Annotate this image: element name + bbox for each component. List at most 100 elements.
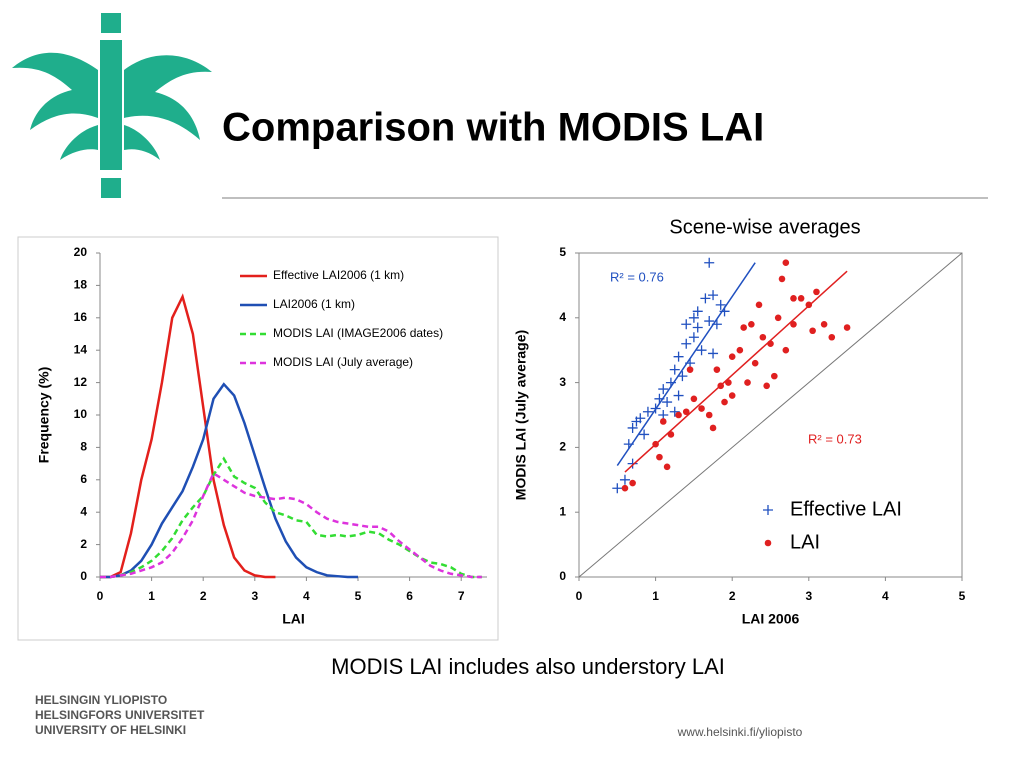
- point: [715, 299, 726, 310]
- point: [627, 422, 638, 433]
- one-to-one-line: [578, 252, 963, 578]
- point: [736, 346, 744, 354]
- legend-marker: [763, 505, 773, 515]
- point: [755, 301, 763, 309]
- y-tick-label: 1: [559, 504, 566, 518]
- y-tick-label: 18: [74, 278, 88, 292]
- y-tick-label: 12: [74, 375, 88, 389]
- point: [797, 295, 805, 302]
- point: [642, 406, 653, 417]
- point: [688, 332, 699, 343]
- y-tick-label: 0: [559, 569, 566, 583]
- point: [662, 397, 673, 408]
- point: [612, 483, 623, 494]
- plot-frame: [578, 252, 963, 578]
- legend-label: LAI: [790, 531, 820, 553]
- point: [704, 257, 715, 268]
- point: [751, 359, 759, 367]
- point: [681, 338, 692, 349]
- y-tick-label: 2: [559, 440, 566, 454]
- x-tick-label: 4: [882, 589, 889, 603]
- point: [673, 390, 684, 401]
- legend-label: LAI2006 (1 km): [273, 297, 355, 311]
- x-tick-label: 7: [458, 589, 465, 603]
- x-tick-label: 1: [148, 589, 155, 603]
- trend-line: [616, 262, 756, 466]
- point: [778, 275, 786, 283]
- x-axis-title: LAI: [282, 611, 305, 627]
- point: [713, 366, 721, 373]
- caption: MODIS LAI includes also understory LAI: [331, 654, 725, 679]
- y-tick-label: 2: [80, 537, 87, 551]
- y-tick-label: 8: [80, 440, 87, 454]
- x-tick-label: 1: [652, 589, 659, 603]
- point: [621, 484, 629, 492]
- point: [721, 398, 728, 406]
- x-tick-label: 4: [303, 589, 310, 603]
- y-tick-label: 16: [74, 310, 88, 324]
- point: [843, 324, 851, 331]
- chart-frame: [17, 236, 499, 641]
- point: [681, 319, 692, 330]
- series-line: [100, 471, 482, 579]
- y-tick-label: 5: [559, 245, 566, 259]
- y-tick-label: 6: [80, 472, 87, 486]
- legend-label: MODIS LAI (July average): [273, 355, 413, 369]
- y-tick-label: 0: [80, 569, 87, 583]
- point: [686, 366, 694, 373]
- x-tick-label: 2: [729, 589, 736, 603]
- y-tick-label: 20: [74, 245, 88, 259]
- point: [688, 312, 699, 323]
- point: [790, 295, 797, 302]
- point: [692, 306, 703, 317]
- x-tick-label: 5: [355, 589, 362, 603]
- point: [828, 333, 836, 341]
- x-tick-label: 3: [805, 589, 812, 603]
- point: [771, 372, 778, 380]
- point: [748, 320, 755, 328]
- point: [790, 320, 797, 328]
- point: [627, 458, 638, 469]
- x-tick-label: 5: [959, 589, 966, 603]
- logo-text: HELSINGFORS UNIVERSITET: [35, 708, 205, 722]
- point: [698, 405, 705, 412]
- point: [629, 479, 636, 487]
- point: [763, 382, 770, 390]
- point: [728, 353, 736, 360]
- point: [682, 408, 690, 416]
- r-squared-label: R² = 0.76: [610, 269, 664, 284]
- point: [635, 413, 646, 424]
- point: [656, 453, 663, 461]
- trend-line: [624, 270, 848, 473]
- point: [677, 371, 688, 382]
- slide-title: Comparison with MODIS LAI: [222, 106, 764, 150]
- y-tick-label: 4: [559, 310, 566, 324]
- y-axis-title: MODIS LAI (July average): [513, 330, 529, 500]
- point: [639, 429, 650, 440]
- logo-text: HELSINGIN YLIOPISTO: [35, 693, 167, 707]
- legend-marker: [764, 539, 772, 547]
- point: [708, 290, 719, 301]
- x-tick-label: 0: [576, 589, 583, 603]
- x-tick-label: 3: [251, 589, 258, 603]
- point: [700, 293, 711, 304]
- point: [663, 463, 671, 471]
- point: [659, 418, 667, 425]
- x-tick-label: 6: [406, 589, 413, 603]
- r-squared-label: R² = 0.73: [808, 431, 862, 446]
- x-tick-label: 2: [200, 589, 207, 603]
- point: [782, 346, 790, 354]
- logo-text: UNIVERSITY OF HELSINKI: [35, 723, 186, 737]
- point: [673, 351, 684, 362]
- y-axis-title: Frequency (%): [36, 367, 52, 463]
- point: [669, 364, 680, 375]
- x-axis-title: LAI 2006: [742, 611, 800, 627]
- url: www.helsinki.fi/yliopisto: [677, 725, 803, 739]
- point: [690, 395, 698, 403]
- point: [740, 324, 747, 331]
- point: [696, 345, 707, 356]
- series-line: [100, 382, 358, 579]
- point: [708, 348, 719, 359]
